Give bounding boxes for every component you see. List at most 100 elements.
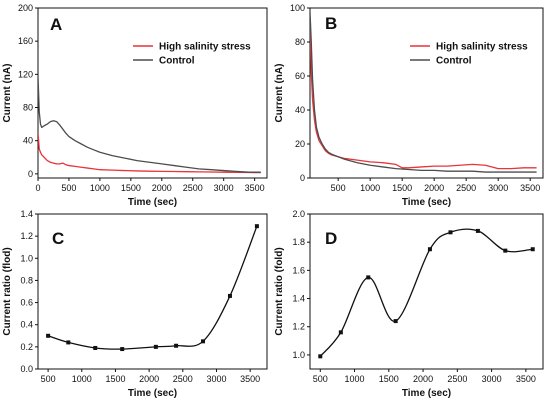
legend-label: Control: [159, 56, 195, 67]
series-line: [47, 225, 258, 350]
y-tick-label: 1.0: [292, 350, 305, 360]
y-tick-label: 1.0: [20, 253, 33, 263]
y-tick-label: 0.2: [20, 342, 33, 352]
data-point: [338, 330, 343, 335]
x-tick-label: 1500: [105, 374, 125, 384]
x-tick-label: 3500: [245, 183, 265, 193]
legend-label: Control: [436, 56, 472, 67]
y-tick-label: 0.6: [20, 298, 33, 308]
series-line: [319, 228, 533, 357]
x-tick-label: 3000: [482, 374, 502, 384]
x-tick-label: 2000: [413, 374, 433, 384]
y-axis-label: Current (nA): [274, 64, 285, 123]
y-tick-label: 0.8: [20, 275, 33, 285]
series-line-control: [310, 11, 537, 173]
y-tick-label: 120: [18, 69, 33, 79]
x-tick-label: 2500: [183, 183, 203, 193]
y-tick-label: 2.0: [292, 209, 305, 219]
x-tick-label: 1500: [392, 183, 412, 193]
series-line-high-salinity: [310, 24, 537, 170]
y-tick-label: 0.4: [20, 320, 33, 330]
x-tick-label: 500: [61, 183, 76, 193]
data-point: [318, 354, 323, 359]
y-tick-label: 0: [300, 173, 305, 183]
x-tick-label: 1000: [90, 183, 110, 193]
data-point: [366, 275, 371, 280]
x-tick-label: 1500: [379, 374, 399, 384]
data-point: [153, 344, 158, 349]
plot-frame: [37, 7, 268, 179]
y-tick-label: 0.0: [20, 364, 33, 374]
x-tick-label: 1500: [121, 183, 141, 193]
x-tick-label: 0: [35, 183, 40, 193]
y-axis-label: Current ratio (flod): [2, 247, 13, 335]
data-point: [201, 339, 206, 344]
x-tick-label: 2500: [456, 183, 476, 193]
series-group: [46, 224, 259, 352]
data-point: [66, 340, 71, 345]
panel-letter: B: [325, 14, 337, 33]
y-axis-label: Current ratio (fold): [274, 247, 285, 335]
panel-a: 0 500 1000 1500 2000 2500 3000 3500 0 40 80 120 160 2…: [2, 3, 268, 208]
y-tick-label: 80: [23, 103, 33, 113]
data-point: [46, 333, 51, 338]
y-tick-label: 1.2: [20, 231, 33, 241]
legend-label: High salinity stress: [159, 42, 251, 53]
y-tick-label: 1.4: [20, 209, 33, 219]
data-point: [427, 247, 432, 252]
legend: High salinity stress Control: [410, 42, 528, 67]
x-tick-label: 2500: [447, 374, 467, 384]
panel-letter: A: [50, 15, 62, 34]
x-tick-label: 3000: [488, 183, 508, 193]
y-axis-label: Current (nA): [2, 64, 13, 123]
x-tick-label: 1000: [72, 374, 92, 384]
x-axis-label: Time (sec): [128, 197, 177, 208]
x-tick-label: 500: [313, 374, 328, 384]
y-tick-label: 0: [28, 169, 33, 179]
x-tick-label: 3500: [516, 374, 536, 384]
data-point: [93, 345, 98, 350]
x-tick-label: 2000: [139, 374, 159, 384]
x-tick-label: 3500: [240, 374, 260, 384]
y-tick-label: 80: [295, 37, 305, 47]
series-line-high-salinity: [38, 132, 261, 174]
legend: High salinity stress Control: [133, 42, 251, 67]
x-axis-label: Time (sec): [128, 388, 177, 399]
y-tick-label: 1.8: [292, 237, 305, 247]
data-point: [254, 224, 259, 229]
x-axis-label: Time (sec): [402, 197, 451, 208]
data-point: [503, 248, 508, 253]
series-group: [318, 228, 535, 359]
plot-frame: [309, 7, 544, 179]
series-group: [310, 11, 537, 173]
y-tick-label: 160: [18, 36, 33, 46]
plot-frame: [37, 213, 268, 370]
x-tick-label: 3000: [206, 374, 226, 384]
x-tick-label: 1000: [345, 374, 365, 384]
data-point: [448, 230, 453, 235]
y-tick-label: 1.6: [292, 265, 305, 275]
x-tick-label: 2000: [424, 183, 444, 193]
y-tick-label: 40: [295, 105, 305, 115]
series-line-control: [38, 75, 261, 173]
data-point: [174, 343, 179, 348]
y-tick-label: 40: [23, 136, 33, 146]
panel-letter: C: [52, 229, 64, 248]
x-tick-label: 1000: [360, 183, 380, 193]
data-point: [393, 319, 398, 324]
plot-frame: [309, 213, 544, 370]
data-point: [475, 228, 480, 233]
y-tick-label: 60: [295, 71, 305, 81]
x-tick-label: 2500: [173, 374, 193, 384]
y-tick-label: 20: [295, 139, 305, 149]
panel-c: 500 1000 1500 2000 2500 3000 3500 0.0 0.2 0.4 0.6 0…: [2, 209, 268, 399]
panel-d: 500 1000 1500 2000 2500 3000 3500 1.0 1.2 1.4 1.6 1…: [274, 209, 544, 399]
data-point: [120, 347, 125, 352]
y-tick-label: 200: [18, 3, 33, 13]
legend-label: High salinity stress: [436, 42, 528, 53]
panel-b: 500 1000 1500 2000 2500 3000 3500 0 20 40 60 80 100 T…: [274, 3, 544, 208]
x-tick-label: 500: [331, 183, 346, 193]
y-tick-label: 100: [290, 3, 305, 13]
panel-letter: D: [325, 229, 337, 248]
